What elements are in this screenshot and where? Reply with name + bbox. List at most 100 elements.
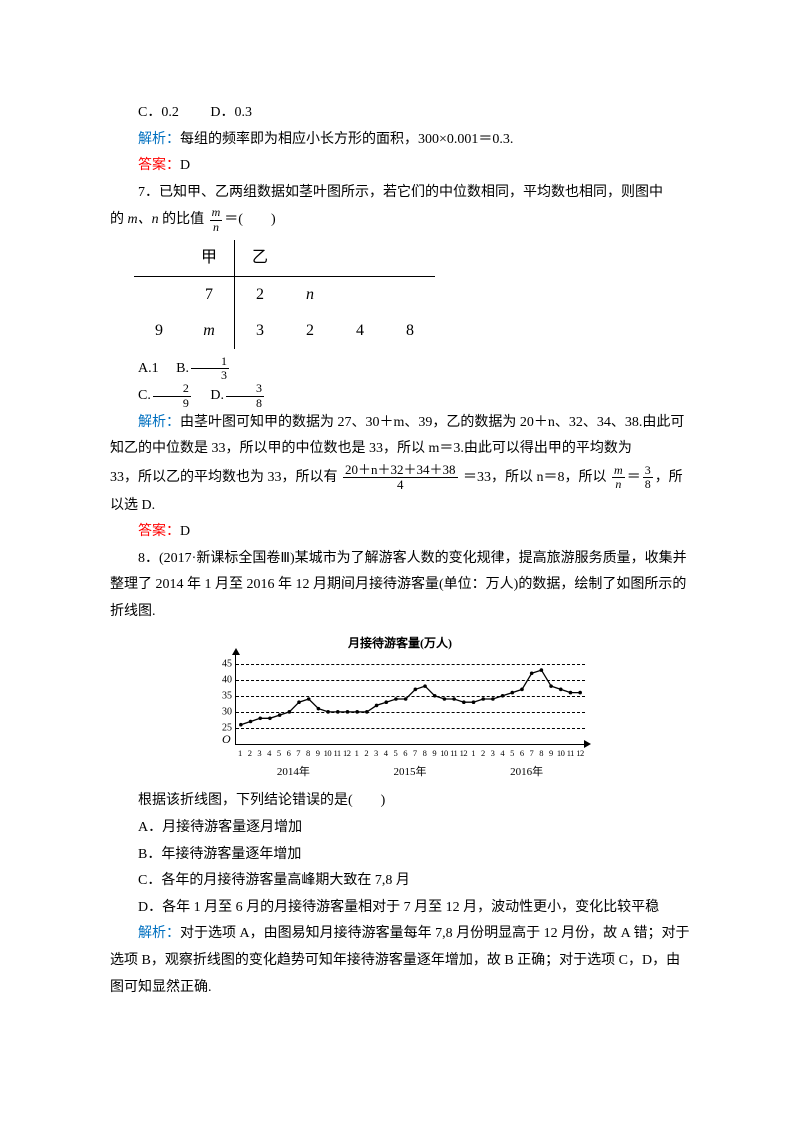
data-point [317, 707, 321, 711]
answer-value: D [180, 158, 190, 173]
data-point [249, 720, 253, 724]
line-chart: 月接待游客量(万人) O 2530354045 1234567891011121… [215, 632, 585, 783]
data-point [355, 710, 359, 714]
q8-option-a: A．月接待游客量逐月增加 [110, 815, 690, 842]
frac-num: m [210, 206, 223, 220]
answer-label: 答案： [138, 524, 180, 539]
data-point [530, 672, 534, 676]
series-svg [236, 654, 585, 744]
frac-num: 3 [643, 464, 653, 478]
data-point [443, 698, 447, 702]
answer-label: 答案： [138, 158, 180, 173]
q8-stem: 8．(2017·新课标全国卷Ⅲ)某城市为了解游客人数的变化规律，提高旅游服务质量… [110, 546, 690, 626]
data-point [384, 701, 388, 705]
q6-options: C．0.2 D．0.3 [110, 100, 690, 127]
stem-mid: 的比值 [159, 212, 205, 227]
x-month-label: 3 [488, 745, 498, 761]
cell [134, 276, 184, 313]
stem-vars: m、n [128, 212, 159, 227]
x-month-label: 11 [449, 745, 459, 761]
option-d: D．0.3 [210, 105, 252, 120]
data-point [481, 698, 485, 702]
x-month-label: 8 [303, 745, 313, 761]
cell: 8 [385, 313, 435, 349]
frac-num: 20＋n＋32＋34＋38 [343, 463, 458, 478]
x-month-label: 8 [536, 745, 546, 761]
data-point [278, 714, 282, 718]
data-point [375, 704, 379, 708]
frac-den: 4 [343, 478, 458, 492]
q7-stem-line2: 的 m、n 的比值 m n ＝( ) [110, 206, 690, 234]
q7-options-ab: A.1 B.13 [110, 355, 690, 383]
analysis-label: 解析： [138, 415, 180, 430]
q8-option-d: D．各年 1 月至 6 月的月接待游客量相对于 7 月至 12 月，波动性更小，… [110, 895, 690, 922]
q7-options-cd: C.29 D.38 [110, 382, 690, 410]
x-month-label: 4 [381, 745, 391, 761]
data-point [540, 669, 544, 673]
data-point [414, 688, 418, 692]
cell: 3 [235, 313, 286, 349]
x-month-label: 2 [478, 745, 488, 761]
frac-den: n [612, 478, 625, 491]
option-c: C．0.2 [138, 105, 179, 120]
data-point [326, 710, 330, 714]
q6-analysis: 解析：每组的频率即为相应小长方形的面积，300×0.001＝0.3. [110, 127, 690, 154]
data-point [462, 701, 466, 705]
option-d-label: D. [210, 388, 224, 403]
cell: m [184, 313, 235, 349]
analysis-label: 解析： [138, 132, 180, 147]
data-point [346, 710, 350, 714]
frac-num: m [612, 464, 625, 478]
frac-den: 3 [191, 369, 229, 382]
frac-num: 3 [226, 382, 264, 396]
table-row: 9 m 3 2 4 8 [134, 313, 435, 349]
page: C．0.2 D．0.3 解析：每组的频率即为相应小长方形的面积，300×0.00… [0, 0, 800, 1132]
x-month-label: 7 [527, 745, 537, 761]
analysis-text: 由茎叶图可知甲的数据为 27、30＋m、39，乙的数据为 20＋n、32、34、… [110, 415, 684, 457]
analysis-label: 解析： [138, 926, 180, 941]
option-c-label: C. [138, 388, 151, 403]
x-month-label: 6 [284, 745, 294, 761]
x-month-label: 9 [313, 745, 323, 761]
x-month-label: 9 [429, 745, 439, 761]
cell: 2 [285, 313, 335, 349]
cell: 4 [335, 313, 385, 349]
data-point [297, 701, 301, 705]
ratio-fraction: m n [210, 206, 223, 233]
frac-den: n [210, 221, 223, 234]
y-tick-label: 45 [214, 655, 232, 674]
q7-stem-line1: 7．已知甲、乙两组数据如茎叶图所示，若它们的中位数相同，平均数也相同，则图中 [110, 180, 690, 207]
q7-analysis-p2: 33，所以乙的平均数也为 33，所以有 20＋n＋32＋34＋38 4 ＝33，… [110, 463, 690, 519]
x-month-label: 3 [371, 745, 381, 761]
x-month-label: 11 [565, 745, 575, 761]
cell [385, 276, 435, 313]
cell: 9 [134, 313, 184, 349]
data-point [423, 685, 427, 689]
q7-answer: 答案：D [110, 519, 690, 546]
q8-analysis: 解析：对于选项 A，由图易知月接待游客量每年 7,8 月份明显高于 12 月份，… [110, 921, 690, 1001]
table-row: 7 2 n [134, 276, 435, 313]
x-year-label: 2014年 [235, 762, 352, 783]
option-c-frac: 29 [153, 382, 191, 409]
data-point [433, 694, 437, 698]
q8-prompt: 根据该折线图，下列结论错误的是( ) [110, 788, 690, 815]
x-month-label: 6 [400, 745, 410, 761]
x-year-label: 2016年 [468, 762, 585, 783]
frac-den: 9 [153, 397, 191, 410]
x-month-label: 8 [420, 745, 430, 761]
frac-den: 8 [643, 478, 653, 491]
stem-leaf-plot: 甲 乙 7 2 n 9 m 3 2 4 8 [134, 240, 435, 349]
data-point [491, 698, 495, 702]
data-point [365, 710, 369, 714]
analysis-text: 每组的频率即为相应小长方形的面积，300×0.001＝0.3. [180, 132, 513, 147]
stem-prefix: 的 [110, 212, 128, 227]
frac-num: 1 [191, 355, 229, 369]
data-point [258, 717, 262, 721]
x-month-label: 7 [293, 745, 303, 761]
x-month-label: 5 [507, 745, 517, 761]
cell: n [285, 276, 335, 313]
x-month-label: 1 [352, 745, 362, 761]
x-axis-arrow-icon [584, 740, 591, 748]
series-line [241, 671, 580, 726]
chart-area: O 2530354045 [235, 654, 585, 745]
